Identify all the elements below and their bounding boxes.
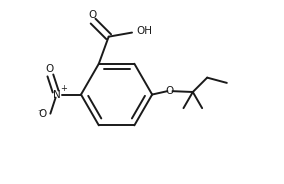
Text: O: O	[88, 10, 96, 20]
Text: N: N	[53, 90, 61, 100]
Text: O: O	[166, 86, 174, 96]
Text: +: +	[61, 84, 68, 93]
Text: ⁻: ⁻	[37, 108, 43, 118]
Text: O: O	[39, 109, 47, 119]
Text: O: O	[45, 64, 54, 74]
Text: OH: OH	[136, 26, 152, 36]
